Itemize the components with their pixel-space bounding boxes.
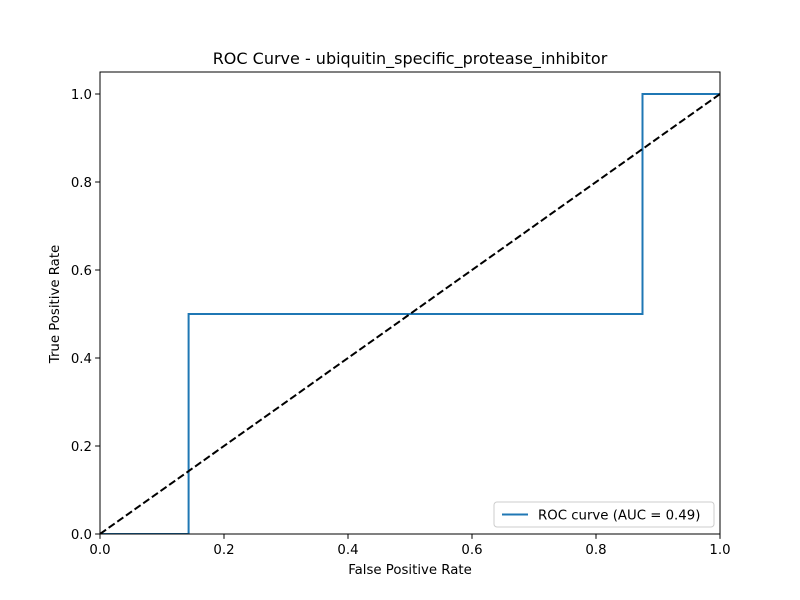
y-tick-label: 0.8 xyxy=(71,176,92,191)
y-tick-label: 1.0 xyxy=(71,88,92,103)
y-axis-ticks: 0.0 0.2 0.4 0.6 0.8 1.0 xyxy=(71,88,100,543)
y-tick-label: 0.4 xyxy=(71,352,92,367)
y-tick-label: 0.0 xyxy=(71,528,92,543)
x-axis-ticks: 0.0 0.2 0.4 0.6 0.8 1.0 xyxy=(89,534,731,558)
x-tick-label: 0.8 xyxy=(585,543,606,558)
x-tick-label: 0.6 xyxy=(461,543,482,558)
y-tick-label: 0.2 xyxy=(71,440,92,455)
legend-entry-label: ROC curve (AUC = 0.49) xyxy=(538,508,700,523)
chart-title: ROC Curve - ubiquitin_specific_protease_… xyxy=(213,49,608,69)
x-tick-label: 1.0 xyxy=(709,543,730,558)
y-axis-label: True Positive Rate xyxy=(48,245,63,364)
y-tick-label: 0.6 xyxy=(71,264,92,279)
x-tick-label: 0.2 xyxy=(213,543,234,558)
x-tick-label: 0.4 xyxy=(337,543,358,558)
x-axis-label: False Positive Rate xyxy=(348,563,472,578)
axes-frame xyxy=(99,71,721,535)
plot-area xyxy=(99,71,721,535)
legend-box xyxy=(493,501,715,528)
x-tick-label: 0.0 xyxy=(89,543,110,558)
legend: ROC curve (AUC = 0.49) xyxy=(493,501,715,528)
roc-curve-line xyxy=(100,93,720,534)
